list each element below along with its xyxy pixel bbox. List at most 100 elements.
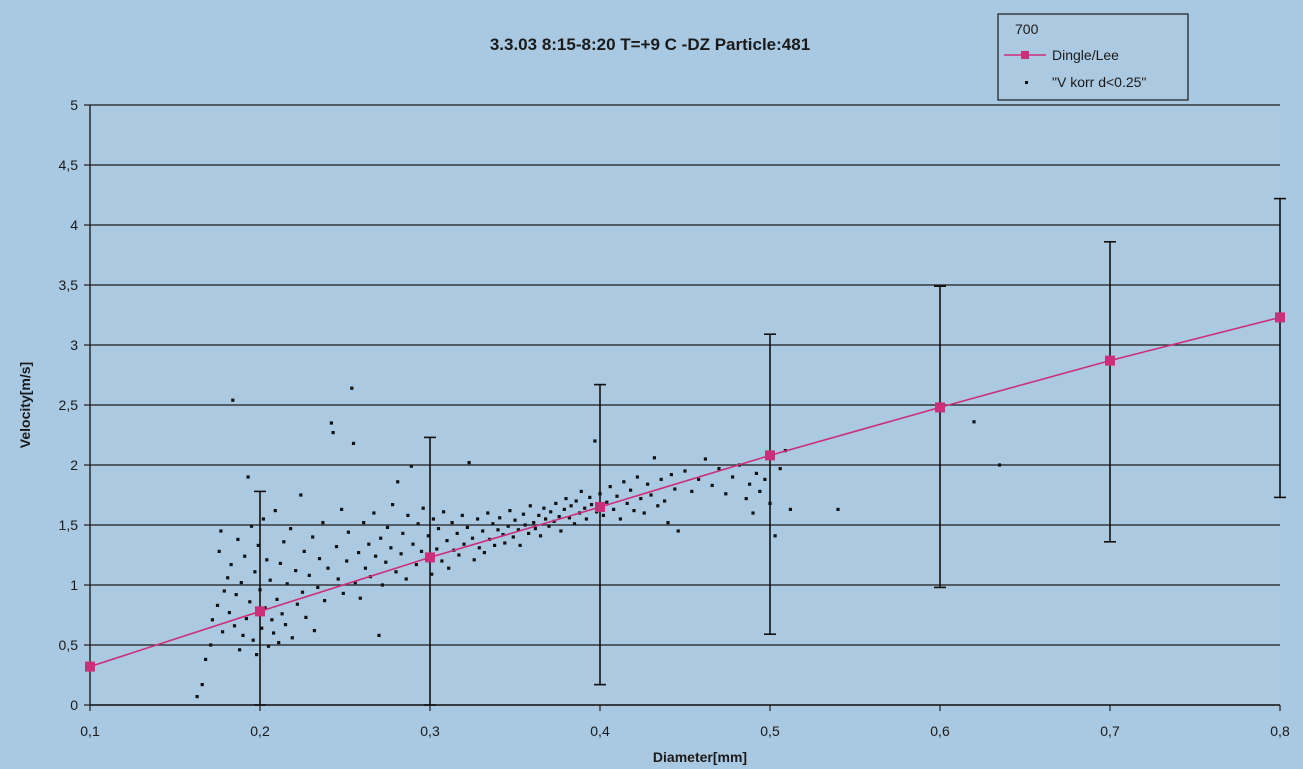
scatter-point xyxy=(346,530,350,534)
scatter-point xyxy=(419,549,424,553)
scatter-point xyxy=(236,537,240,541)
scatter-point xyxy=(399,552,403,556)
scatter-point xyxy=(632,509,636,513)
scatter-point xyxy=(265,558,269,562)
y-tick-label: 0,5 xyxy=(59,637,79,653)
scatter-point xyxy=(204,657,208,661)
scatter-point xyxy=(409,464,413,468)
scatter-point xyxy=(731,475,735,479)
scatter-point xyxy=(564,497,568,501)
x-tick-label: 0,1 xyxy=(80,723,100,739)
scatter-point xyxy=(401,531,405,535)
scatter-point xyxy=(758,489,762,493)
scatter-point xyxy=(289,527,293,531)
scatter-point xyxy=(317,557,322,561)
scatter-point xyxy=(278,561,282,565)
scatter-point xyxy=(304,615,308,619)
scatter-point xyxy=(482,551,486,555)
scatter-point xyxy=(253,570,257,574)
legend-label-v-korr: "V korr d<0.25" xyxy=(1052,74,1146,90)
scatter-point xyxy=(997,463,1002,467)
error-bars xyxy=(254,197,1286,706)
scatter-point xyxy=(222,589,226,593)
scatter-point xyxy=(234,593,238,597)
scatter-point xyxy=(516,528,520,532)
scatter-point xyxy=(426,534,430,538)
scatter-point xyxy=(345,559,349,563)
scatter-point xyxy=(788,507,792,511)
scatter-point xyxy=(241,633,245,637)
scatter-point xyxy=(557,515,561,519)
scatter-point xyxy=(362,521,366,525)
scatter-point xyxy=(710,483,714,487)
scatter-point xyxy=(391,503,395,507)
scatter-point xyxy=(334,545,339,549)
scatter-point xyxy=(527,531,531,535)
scatter-point xyxy=(669,473,673,477)
scatter-point xyxy=(321,521,325,525)
y-tick-label: 2 xyxy=(70,457,78,473)
scatter-point xyxy=(567,516,571,520)
scatter-point xyxy=(411,542,415,546)
scatter-point xyxy=(268,578,272,582)
scatter-point xyxy=(508,509,512,513)
scatter-point xyxy=(496,528,500,532)
y-tick-label: 4,5 xyxy=(59,157,79,173)
scatter-point xyxy=(249,524,254,528)
scatter-point xyxy=(430,572,434,576)
scatter-point xyxy=(277,641,281,645)
scatter-point xyxy=(248,600,252,604)
legend-point-swatch xyxy=(1025,81,1028,84)
y-tick-label: 3,5 xyxy=(59,277,79,293)
scatter-point xyxy=(523,523,527,527)
scatter-point xyxy=(629,488,633,492)
scatter-point xyxy=(350,386,354,390)
scatter-point xyxy=(547,524,551,528)
scatter-point xyxy=(513,518,517,522)
scatter-point xyxy=(538,534,543,538)
scatter-point xyxy=(363,566,367,570)
scatter-point xyxy=(455,531,459,535)
scatter-point xyxy=(605,500,609,504)
scatter-point xyxy=(778,467,782,471)
scatter-point xyxy=(498,516,502,520)
scatter-point xyxy=(302,549,306,553)
scatter-point xyxy=(744,497,748,501)
scatter-point xyxy=(584,517,588,521)
scatter-point xyxy=(503,541,507,545)
y-tick-label: 1 xyxy=(70,577,78,593)
scatter-point xyxy=(639,497,643,501)
scatter-point xyxy=(380,583,384,587)
scatter-point xyxy=(554,501,558,505)
scatter-point xyxy=(263,606,267,610)
scatter-point xyxy=(683,469,687,473)
scatter-point xyxy=(476,517,480,521)
scatter-point xyxy=(436,527,441,531)
scatter-point xyxy=(579,489,583,493)
scatter-point xyxy=(285,582,289,586)
scatter-point xyxy=(389,546,393,550)
scatter-point xyxy=(282,540,286,544)
dingle-lee-marker xyxy=(85,661,95,672)
scatter-point xyxy=(261,517,265,521)
x-tick-label: 0,4 xyxy=(590,723,610,739)
scatter-point xyxy=(773,534,777,538)
scatter-point xyxy=(341,591,345,595)
scatter-point xyxy=(521,512,526,516)
scatter-point xyxy=(232,624,237,628)
x-axis-label: Diameter[mm] xyxy=(653,749,747,765)
scatter-point xyxy=(972,420,976,424)
scatter-point xyxy=(442,510,446,514)
scatter-point xyxy=(501,533,505,537)
scatter-point xyxy=(243,554,247,558)
scatter-point xyxy=(227,611,231,615)
scatter-point xyxy=(326,566,330,570)
scatter-point xyxy=(210,618,214,622)
scatter-point xyxy=(491,522,495,526)
scatter-point xyxy=(396,480,400,484)
scatter-point xyxy=(367,542,371,546)
scatter-point xyxy=(646,482,650,486)
scatter-point xyxy=(255,653,259,657)
y-tick-label: 3 xyxy=(70,337,78,353)
